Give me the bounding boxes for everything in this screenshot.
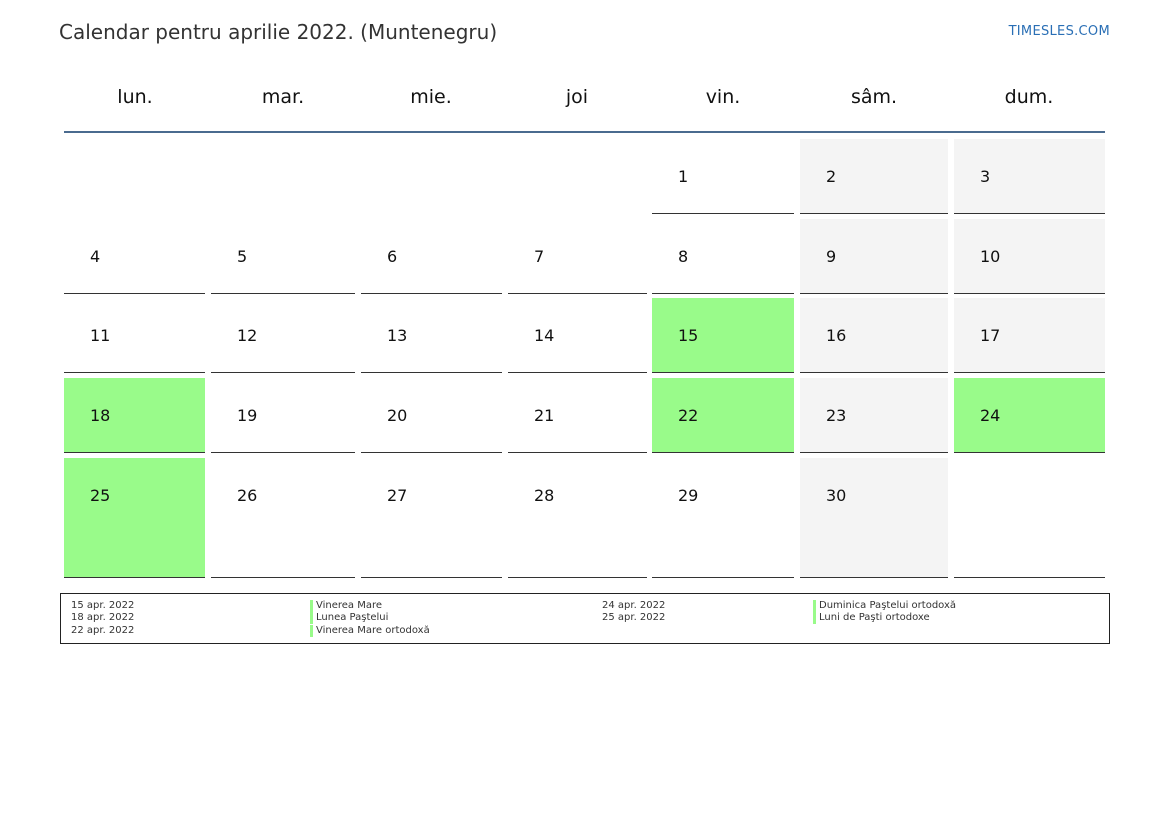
day-number: 8	[678, 247, 689, 266]
day-cell-30: 30	[800, 458, 948, 578]
header-divider	[64, 131, 1105, 133]
day-number: 10	[980, 247, 1001, 266]
day-cell-24: 24	[954, 378, 1105, 453]
day-cell-13: 13	[361, 298, 502, 373]
day-cell-18: 18	[64, 378, 205, 453]
holiday-legend: 15 apr. 2022 Vinerea Mare 18 apr. 2022 Lune…	[60, 593, 1110, 644]
weekday-label: mie.	[410, 86, 452, 108]
day-cell-10: 10	[954, 219, 1105, 294]
day-number: 5	[237, 247, 248, 266]
day-cell-9: 9	[800, 219, 948, 294]
day-number: 3	[980, 167, 991, 186]
weekday-label: sâm.	[850, 86, 898, 108]
day-cell-16: 16	[800, 298, 948, 373]
day-cell-12: 12	[211, 298, 355, 373]
day-cell-20: 20	[361, 378, 502, 453]
day-cell-27: 27	[361, 458, 502, 578]
day-number: 23	[826, 406, 847, 425]
day-cell-3: 3	[954, 139, 1105, 214]
legend-holiday-name: Luni de Paşti ortodoxe	[813, 612, 930, 624]
legend-holiday-name: Vinerea Mare ortodoxă	[310, 625, 430, 637]
day-number: 24	[980, 406, 1001, 425]
day-cell-26: 26	[211, 458, 355, 578]
page-title: Calendar pentru aprilie 2022. (Muntenegr…	[59, 20, 498, 44]
day-cell-8: 8	[652, 219, 794, 294]
weekday-label: lun.	[117, 86, 153, 108]
day-number: 4	[90, 247, 101, 266]
day-number: 27	[387, 486, 408, 505]
day-number: 29	[678, 486, 699, 505]
legend-holiday-name: Duminica Paştelui ortodoxă	[813, 600, 956, 612]
weekday-label: mar.	[261, 86, 305, 108]
day-number: 22	[678, 406, 699, 425]
day-cell-28: 28	[508, 458, 647, 578]
legend-date: 24 apr. 2022	[602, 600, 666, 611]
day-number: 25	[90, 486, 111, 505]
day-number: 21	[534, 406, 555, 425]
day-cell-empty	[954, 458, 1105, 578]
legend-date: 18 apr. 2022	[71, 612, 135, 623]
brand-link[interactable]: TIMESLES.COM	[1008, 24, 1110, 39]
day-number: 2	[826, 167, 837, 186]
day-cell-11: 11	[64, 298, 205, 373]
weekday-label: vin.	[705, 86, 741, 108]
legend-date: 22 apr. 2022	[71, 625, 135, 636]
day-number: 7	[534, 247, 545, 266]
day-cell-14: 14	[508, 298, 647, 373]
day-number: 12	[237, 326, 258, 345]
day-cell-17: 17	[954, 298, 1105, 373]
day-number: 14	[534, 326, 555, 345]
weekday-header-row: lun. mar. mie. joi vin. sâm. dum.	[64, 86, 1105, 132]
weekday-label: joi	[565, 86, 589, 108]
day-number: 26	[237, 486, 258, 505]
weekday-label: dum.	[1004, 86, 1054, 108]
day-number: 30	[826, 486, 847, 505]
day-cell-7: 7	[508, 219, 647, 294]
day-number: 11	[90, 326, 111, 345]
legend-date: 25 apr. 2022	[602, 612, 666, 623]
day-number: 15	[678, 326, 699, 345]
day-number: 20	[387, 406, 408, 425]
day-cell-6: 6	[361, 219, 502, 294]
day-cell-23: 23	[800, 378, 948, 453]
day-number: 19	[237, 406, 258, 425]
day-number: 6	[387, 247, 398, 266]
day-cell-22: 22	[652, 378, 794, 453]
day-cell-21: 21	[508, 378, 647, 453]
day-number: 1	[678, 167, 689, 186]
legend-holiday-name: Vinerea Mare	[310, 600, 382, 612]
day-cell-1: 1	[652, 139, 794, 214]
day-cell-5: 5	[211, 219, 355, 294]
day-number: 17	[980, 326, 1001, 345]
day-number: 18	[90, 406, 111, 425]
day-number: 28	[534, 486, 555, 505]
day-cell-25: 25	[64, 458, 205, 578]
day-cell-19: 19	[211, 378, 355, 453]
day-number: 13	[387, 326, 408, 345]
day-cell-4: 4	[64, 219, 205, 294]
day-number: 16	[826, 326, 847, 345]
day-number: 9	[826, 247, 837, 266]
legend-holiday-name: Lunea Paştelui	[310, 612, 388, 624]
day-cell-2: 2	[800, 139, 948, 214]
day-cell-15: 15	[652, 298, 794, 373]
legend-date: 15 apr. 2022	[71, 600, 135, 611]
day-cell-29: 29	[652, 458, 794, 578]
